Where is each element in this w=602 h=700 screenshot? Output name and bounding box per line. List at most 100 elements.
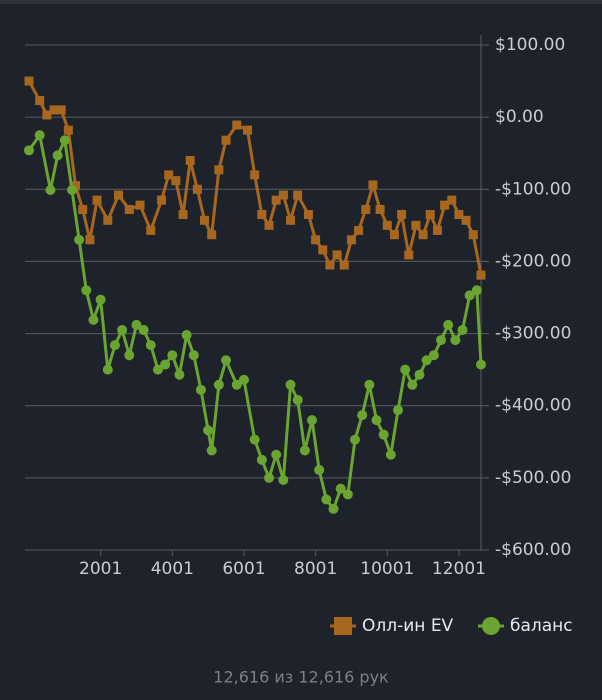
x-tick-label: 10001: [360, 559, 414, 579]
y-tick-label: -$300.00: [495, 324, 571, 344]
legend-label[interactable]: Олл-ин EV: [362, 616, 454, 636]
point: [339, 260, 349, 270]
point: [335, 483, 346, 494]
point: [232, 120, 242, 130]
point: [457, 324, 468, 335]
point: [447, 195, 457, 205]
point: [243, 125, 253, 135]
point: [471, 285, 482, 296]
point: [303, 210, 313, 220]
point: [364, 379, 375, 390]
point: [231, 379, 242, 390]
point: [131, 319, 142, 330]
point: [102, 364, 113, 375]
point: [207, 230, 217, 240]
x-tick-label: 2001: [79, 559, 122, 579]
point: [52, 150, 63, 161]
y-tick-label: -$600.00: [495, 540, 571, 560]
point: [164, 170, 174, 180]
point: [354, 225, 364, 235]
point: [389, 230, 399, 240]
point: [257, 210, 267, 220]
footer: 12,616 из 12,616 рук: [213, 668, 389, 687]
point: [146, 225, 156, 235]
point: [321, 494, 332, 505]
point: [109, 340, 120, 351]
x-tick-label: 12001: [432, 559, 486, 579]
legend-marker: [334, 617, 352, 635]
y-tick-label: -$100.00: [495, 179, 571, 199]
point: [34, 130, 45, 141]
point: [167, 350, 178, 361]
point: [307, 415, 318, 426]
point: [378, 429, 389, 440]
point: [476, 359, 486, 370]
point: [114, 190, 124, 200]
point: [332, 250, 342, 260]
legend-label[interactable]: баланс: [510, 616, 573, 636]
point: [124, 350, 135, 361]
point: [357, 410, 368, 421]
point: [206, 445, 217, 456]
point: [178, 210, 188, 220]
point: [314, 464, 325, 475]
point: [92, 195, 102, 205]
point: [192, 184, 202, 194]
x-tick-label: 8001: [294, 559, 337, 579]
point: [421, 355, 432, 366]
point: [249, 434, 260, 445]
point: [42, 110, 52, 120]
point: [264, 472, 275, 483]
point: [443, 319, 454, 330]
point: [250, 170, 260, 180]
point: [293, 190, 303, 200]
point: [157, 195, 167, 205]
point: [464, 290, 475, 301]
point: [397, 210, 407, 220]
point: [407, 379, 418, 390]
point: [195, 384, 206, 395]
point: [432, 225, 442, 235]
point: [414, 369, 425, 380]
point: [393, 405, 404, 416]
point: [286, 215, 296, 225]
point: [81, 285, 92, 296]
point: [400, 364, 411, 375]
point: [350, 434, 361, 445]
point: [174, 369, 185, 380]
legend-marker: [482, 617, 500, 635]
point: [292, 394, 303, 405]
point: [200, 215, 210, 225]
top-bar: [0, 0, 602, 4]
point: [342, 489, 353, 500]
point: [425, 210, 435, 220]
point: [145, 340, 156, 351]
point: [117, 324, 128, 335]
point: [318, 245, 328, 255]
point: [385, 449, 396, 460]
point: [404, 250, 414, 260]
point: [171, 176, 181, 186]
point: [285, 379, 296, 390]
point: [436, 335, 447, 346]
point: [56, 105, 66, 115]
point: [124, 204, 134, 214]
y-tick-label: $100.00: [495, 35, 565, 55]
point: [88, 314, 99, 325]
point: [49, 105, 59, 115]
point: [181, 330, 192, 341]
point: [135, 200, 145, 210]
point: [59, 135, 70, 146]
x-tick-label: 4001: [151, 559, 194, 579]
point: [256, 454, 267, 465]
point: [152, 364, 163, 375]
point: [74, 234, 85, 245]
point: [160, 359, 171, 370]
point: [221, 135, 231, 145]
point: [138, 324, 149, 335]
point: [461, 215, 471, 225]
point: [185, 155, 195, 165]
point: [271, 449, 282, 460]
point: [238, 374, 249, 385]
